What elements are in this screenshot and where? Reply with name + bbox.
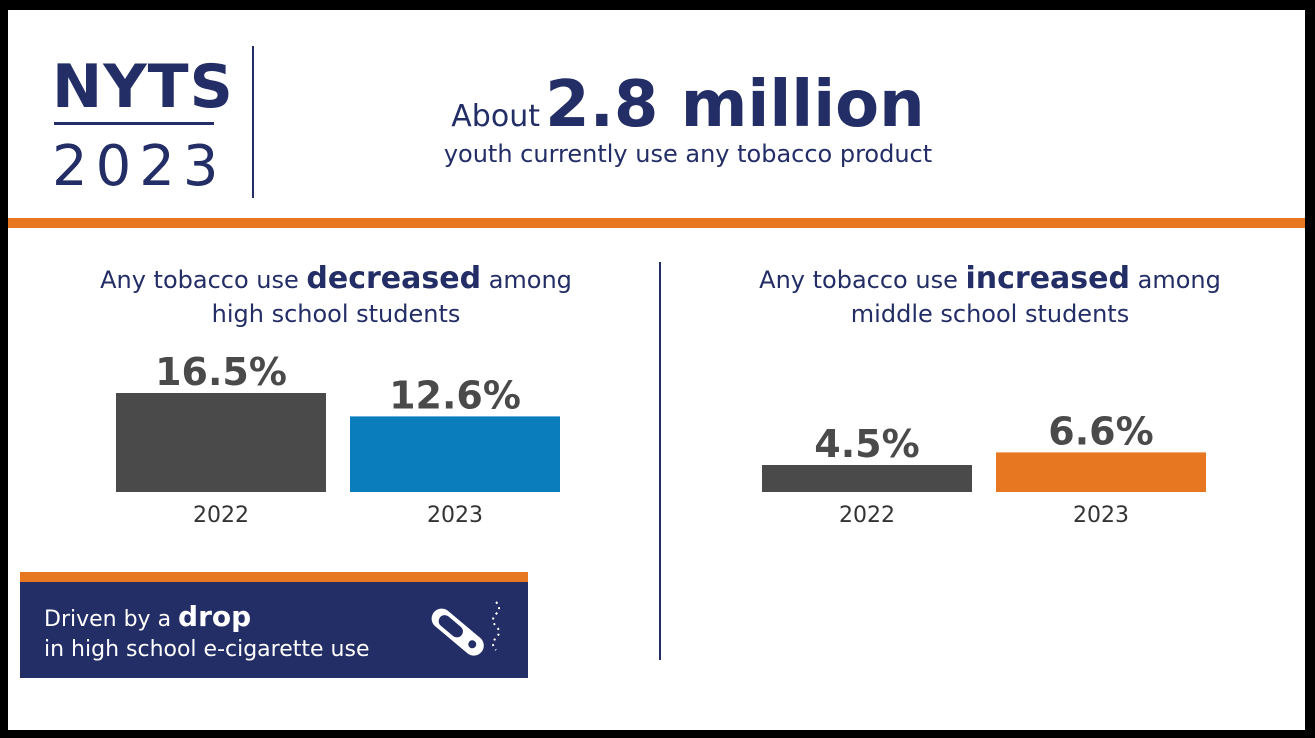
callout-box: Driven by a drop in high school e-cigare… — [20, 582, 528, 678]
right-title-pre: Any tobacco use — [759, 266, 966, 294]
bar-value-label: 12.6% — [389, 373, 521, 417]
bar-value-label: 4.5% — [814, 422, 919, 466]
bar-charts: 16.5% 2022 12.6% 2023 4.5% 2022 6.6% 2023 — [116, 350, 1206, 528]
callout-line1: Driven by a drop — [44, 602, 369, 635]
logo-divider — [54, 122, 214, 125]
orange-divider — [8, 218, 1305, 228]
e-cigarette-icon — [431, 601, 500, 656]
callout-emphasis: drop — [178, 600, 252, 633]
left-title-emphasis: decreased — [306, 261, 482, 296]
headline: About 2.8 million — [308, 68, 1068, 142]
callout-text: Driven by a drop in high school e-cigare… — [44, 602, 369, 665]
bar-middle-school-2022 — [762, 465, 972, 492]
headline-subtitle: youth currently use any tobacco product — [443, 140, 933, 168]
headline-number: 2.8 million — [545, 68, 925, 142]
bar-category-label: 2023 — [427, 503, 483, 528]
bar-high-school-2023 — [350, 416, 560, 492]
header-divider — [252, 46, 254, 198]
right-title-emphasis: increased — [965, 261, 1130, 296]
infographic-panel: NYTS 2023 About 2.8 million youth curren… — [8, 10, 1305, 730]
bar-middle-school-2023 — [996, 452, 1206, 492]
left-title-post: among — [481, 266, 572, 294]
callout-accent-bar — [20, 572, 528, 582]
bar-value-label: 6.6% — [1048, 409, 1153, 453]
bar-value-label: 16.5% — [155, 350, 287, 394]
bar-category-label: 2023 — [1073, 503, 1129, 528]
left-section-title: Any tobacco use decreased among high sch… — [56, 262, 616, 331]
bar-category-label: 2022 — [193, 503, 249, 528]
right-section-title: Any tobacco use increased among middle s… — [710, 262, 1270, 331]
right-title-line1: Any tobacco use increased among — [710, 262, 1270, 297]
right-title-line2: middle school students — [850, 300, 1130, 328]
callout-line2: in high school e-cigarette use — [44, 637, 370, 662]
logo-title: NYTS — [52, 52, 234, 122]
bar-high-school-2022 — [116, 393, 326, 492]
headline-prefix: About — [451, 99, 540, 134]
logo-year: 2023 — [52, 134, 227, 199]
left-title-line1: Any tobacco use decreased among — [56, 262, 616, 297]
callout-pre: Driven by a — [44, 607, 179, 632]
left-title-line2: high school students — [211, 300, 461, 328]
bar-category-label: 2022 — [839, 503, 895, 528]
left-title-pre: Any tobacco use — [100, 266, 307, 294]
right-title-post: among — [1129, 266, 1221, 294]
section-divider — [659, 262, 661, 660]
